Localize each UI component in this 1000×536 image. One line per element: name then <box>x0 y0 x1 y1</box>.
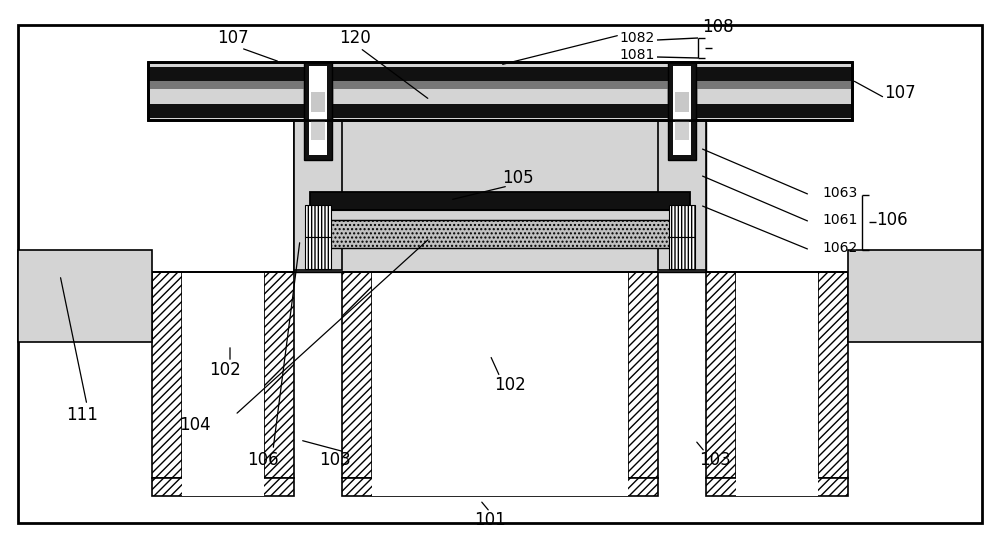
Bar <box>310 192 690 210</box>
Bar <box>148 62 852 120</box>
Text: 101: 101 <box>474 511 506 529</box>
Bar <box>304 67 332 160</box>
Text: 105: 105 <box>502 169 534 187</box>
Text: 111: 111 <box>66 406 98 424</box>
Text: 103: 103 <box>319 451 351 469</box>
Text: 1062: 1062 <box>822 241 857 255</box>
Bar <box>372 272 628 496</box>
Bar <box>669 237 695 269</box>
Text: 1061: 1061 <box>822 213 857 227</box>
Bar <box>148 81 852 89</box>
Bar <box>668 67 696 160</box>
Bar <box>264 272 294 478</box>
Bar <box>294 122 342 272</box>
Text: 1081: 1081 <box>620 48 655 62</box>
Bar <box>294 120 342 270</box>
Text: 1082: 1082 <box>620 31 655 45</box>
Text: 108: 108 <box>702 18 734 36</box>
Bar <box>152 478 294 496</box>
Bar <box>342 272 372 478</box>
Bar <box>304 62 332 120</box>
Bar <box>294 120 706 272</box>
Bar <box>818 272 848 478</box>
Bar <box>673 72 691 155</box>
Bar <box>18 250 152 342</box>
Text: 106: 106 <box>876 211 908 229</box>
Text: 1063: 1063 <box>822 186 857 200</box>
Bar <box>342 478 658 496</box>
Bar <box>148 104 852 118</box>
Text: 103: 103 <box>699 451 731 469</box>
Bar <box>148 62 852 120</box>
Text: 102: 102 <box>209 361 241 379</box>
Bar <box>673 66 691 120</box>
Bar <box>309 72 327 155</box>
Bar <box>305 237 331 269</box>
Bar <box>311 92 325 112</box>
Bar <box>658 120 706 270</box>
Text: 106: 106 <box>247 451 279 469</box>
Bar <box>148 62 852 120</box>
Bar <box>706 272 736 478</box>
Bar <box>736 272 818 496</box>
Text: 120: 120 <box>339 29 371 47</box>
Bar <box>310 210 690 220</box>
Bar <box>305 205 331 237</box>
Bar <box>668 62 696 120</box>
Bar <box>309 66 327 120</box>
Bar <box>182 272 264 496</box>
Bar <box>322 220 678 248</box>
Text: 104: 104 <box>179 416 211 434</box>
Bar <box>148 67 852 81</box>
Bar <box>658 122 706 272</box>
Text: 107: 107 <box>217 29 249 47</box>
Bar <box>848 250 982 342</box>
Bar <box>152 272 182 478</box>
Bar <box>628 272 658 478</box>
Bar <box>706 478 848 496</box>
Bar <box>675 92 689 112</box>
Text: 107: 107 <box>884 84 916 102</box>
Bar <box>311 100 325 140</box>
Bar <box>669 205 695 237</box>
Text: 102: 102 <box>494 376 526 394</box>
Bar <box>675 100 689 140</box>
